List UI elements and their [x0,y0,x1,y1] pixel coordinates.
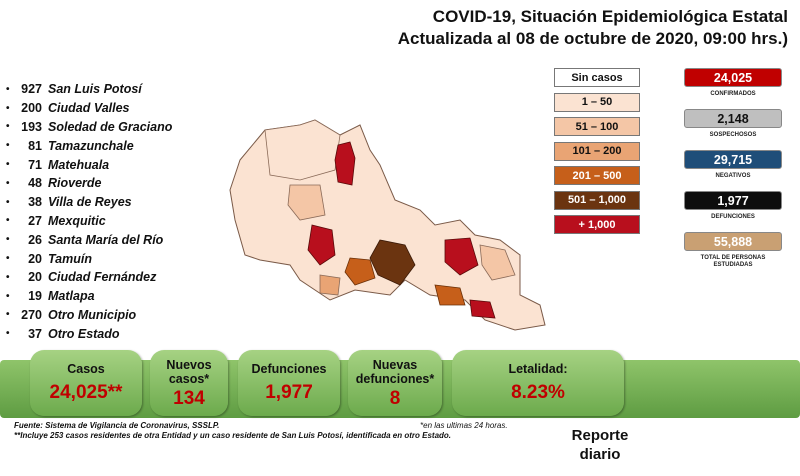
municipality-name: Santa María del Río [48,232,164,247]
municipality-name: Otro Municipio [48,307,137,322]
municipality-name: Mexquitic [48,213,106,228]
municipality-count: 27 [28,213,42,228]
title-line-1: COVID-19, Situación Epidemiológica Estat… [432,7,788,26]
footnote-source: Fuente: Sistema de Vigilancia de Coronav… [14,421,454,441]
footnote-source-line: Fuente: Sistema de Vigilancia de Coronav… [14,421,220,430]
municipality-name: Tamazunchale [48,138,134,153]
municipality-count: 19 [28,289,42,304]
municipality-count: 20 [28,270,42,285]
kpi-nuevos-casos-label: Nuevos casos* [166,358,212,386]
list-item: • 26 Santa María del Río [6,232,164,247]
kpi-nuevas-defunciones-value: 8 [389,388,401,409]
page-title: COVID-19, Situación Epidemiológica Estat… [398,6,788,50]
stat-defunciones-value: 1,977 [684,191,782,210]
stat-defunciones-label: DEFUNCIONES [711,214,755,220]
municipality-name: Matehuala [48,157,110,172]
stat-confirmados-value: 24,025 [684,68,782,87]
map-region-valles [444,237,479,276]
footnote-note-line: **Incluye 253 casos residentes de otra E… [14,431,452,440]
legend-item: 101 – 200 [554,141,640,161]
title-line-2: Actualizada al 08 de octubre de 2020, 09… [397,29,788,48]
map-region-matehuala [334,141,356,186]
municipality-name: Ciudad Fernández [48,270,157,285]
map-region-north [264,119,341,181]
municipality-name: Soledad de Graciano [48,119,173,134]
municipality-count: 200 [21,101,42,116]
report-label-line-2: diario [579,446,621,463]
stat-negativos-label: NEGATIVOS [715,173,751,179]
municipality-count: 927 [21,82,42,97]
list-item: • 20 Ciudad Fernández [6,270,157,285]
municipality-name: Ciudad Valles [48,101,130,116]
map-region-huasteca [479,244,516,281]
state-map [229,119,546,331]
list-item: • 19 Matlapa [6,289,95,304]
list-item: • 48 Rioverde [6,176,102,191]
kpi-defunciones-value: 1,977 [265,382,313,403]
list-item: • 270 Otro Municipio [6,307,137,322]
municipality-count: 81 [28,138,42,153]
legend-item: 201 – 500 [554,166,640,185]
stat-confirmados-label: CONFIRMADOS [710,91,756,97]
map-region-villa-reyes [319,274,341,296]
municipality-count: 193 [21,119,42,134]
stat-negativos-value: 29,715 [684,150,782,169]
list-item: • 927 San Luis Potosí [6,82,142,97]
municipality-count: 38 [28,195,42,210]
map-region-west [287,184,326,221]
municipality-count: 270 [21,307,42,322]
municipality-count: 20 [28,251,42,266]
list-item: • 27 Mexquitic [6,213,106,228]
list-item: • 20 Tamuín [6,251,92,266]
kpi-defunciones: Defunciones 1,977 [238,350,340,416]
municipality-count: 26 [28,232,42,247]
kpi-defunciones-label: Defunciones [251,362,327,376]
municipality-count: 37 [28,326,42,341]
kpi-casos-value: 24,025** [49,382,123,403]
kpi-nuevos-casos-value: 134 [173,388,205,409]
municipality-name: Villa de Reyes [48,195,132,210]
municipality-name: Matlapa [48,289,95,304]
legend-item: + 1,000 [554,215,640,234]
kpi-nuevas-defunciones-label: Nuevas defunciones* [355,358,435,386]
map-region-rioverde [369,239,416,286]
map-region-fernandez [344,257,376,286]
municipality-name: San Luis Potosí [48,82,142,97]
map-region-south [434,284,466,306]
legend-item: 1 – 50 [554,92,640,112]
color-legend: Sin casos 1 – 50 51 – 100 101 – 200 201 … [554,68,640,240]
municipality-name: Tamuín [48,251,92,266]
legend-item: 501 – 1,000 [554,190,640,210]
report-label: Reporte diario [566,426,634,464]
list-item: • 71 Matehuala [6,157,110,172]
list-item: • 37 Otro Estado [6,326,120,341]
list-item: • 81 Tamazunchale [6,138,134,153]
kpi-nuevas-defunciones: Nuevas defunciones* 8 [348,350,442,416]
kpi-letalidad-label: Letalidad: [508,362,568,376]
stat-total-label: TOTAL DE PERSONAS ESTUDIADAS [700,255,766,268]
kpi-letalidad: Letalidad: 8.23% [452,350,624,416]
kpi-casos-label: Casos [67,362,105,376]
map-region-tamazunchale [469,299,496,319]
municipality-count: 48 [28,176,42,191]
stat-total-value: 55,888 [684,232,782,251]
kpi-nuevos-casos: Nuevos casos* 134 [150,350,228,416]
footnote-24h: *en las ultimas 24 horas. [420,421,508,430]
list-item: • 193 Soledad de Graciano [6,119,173,134]
municipality-count: 71 [28,157,42,172]
stat-sospechosos-value: 2,148 [684,109,782,128]
report-label-line-1: Reporte [571,427,629,444]
kpi-casos: Casos 24,025** [30,350,142,416]
stats-panel: 24,025 CONFIRMADOS 2,148 SOSPECHOSOS 29,… [684,68,782,273]
legend-item: 51 – 100 [554,117,640,136]
list-item: • 38 Villa de Reyes [6,195,132,210]
kpi-letalidad-value: 8.23% [511,382,565,403]
municipality-list: • 927 San Luis Potosí • 200 Ciudad Valles • 1… [6,80,211,343]
stat-sospechosos-label: SOSPECHOSOS [709,132,757,138]
legend-item: Sin casos [554,68,640,87]
map-region-slp [307,224,336,266]
municipality-name: Otro Estado [48,326,120,341]
municipality-name: Rioverde [48,176,102,191]
list-item: • 200 Ciudad Valles [6,101,130,116]
